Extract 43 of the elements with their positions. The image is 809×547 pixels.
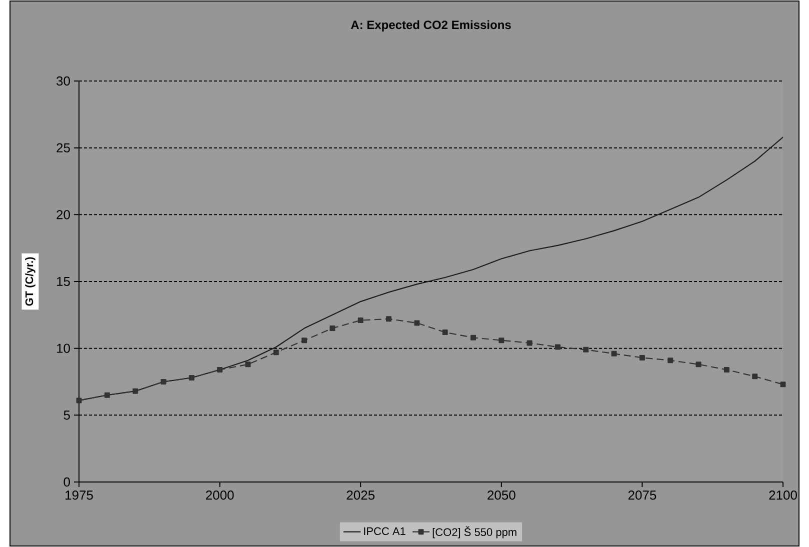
point bbox=[498, 338, 504, 344]
point bbox=[245, 362, 251, 368]
point bbox=[330, 326, 336, 332]
point bbox=[526, 340, 532, 346]
point bbox=[302, 338, 308, 344]
point bbox=[358, 318, 364, 324]
y-tick-label: 25 bbox=[56, 143, 70, 152]
point bbox=[696, 362, 702, 368]
point bbox=[780, 382, 786, 388]
y-tick-label: 10 bbox=[56, 344, 70, 353]
point bbox=[442, 330, 448, 336]
y-axis-title: GT (C/yr.) bbox=[25, 257, 36, 306]
y-tick-label: 30 bbox=[56, 76, 70, 86]
point bbox=[583, 346, 589, 352]
point bbox=[217, 366, 223, 372]
point bbox=[752, 374, 758, 380]
point bbox=[76, 398, 82, 404]
x-tick-label: 2100 bbox=[769, 490, 797, 500]
point bbox=[132, 388, 138, 394]
y-tick-label: 0 bbox=[64, 477, 70, 487]
legend-label: IPCC A1 bbox=[364, 527, 406, 536]
x-tick-label: 1975 bbox=[66, 490, 93, 500]
y-tick-label: 15 bbox=[56, 276, 70, 286]
point bbox=[160, 379, 166, 384]
point bbox=[554, 344, 560, 350]
point bbox=[414, 320, 420, 326]
x-tick-label: 2050 bbox=[488, 490, 516, 500]
point bbox=[724, 366, 730, 372]
chart-title: A: Expected CO2 Emissions bbox=[350, 20, 511, 32]
point bbox=[386, 316, 392, 322]
y-tick-label: 20 bbox=[56, 210, 70, 220]
point bbox=[470, 334, 476, 340]
point bbox=[104, 392, 110, 398]
point bbox=[668, 358, 674, 364]
x-tick-label: 2000 bbox=[206, 490, 234, 500]
x-tick-label: 2075 bbox=[628, 490, 656, 500]
point bbox=[611, 350, 617, 356]
point bbox=[639, 354, 645, 360]
point bbox=[188, 374, 194, 380]
legend-label: [CO2] Š 550 ppm bbox=[432, 526, 516, 538]
point bbox=[273, 350, 279, 356]
x-tick-label: 2025 bbox=[346, 490, 375, 500]
y-tick-label: 5 bbox=[64, 410, 70, 420]
